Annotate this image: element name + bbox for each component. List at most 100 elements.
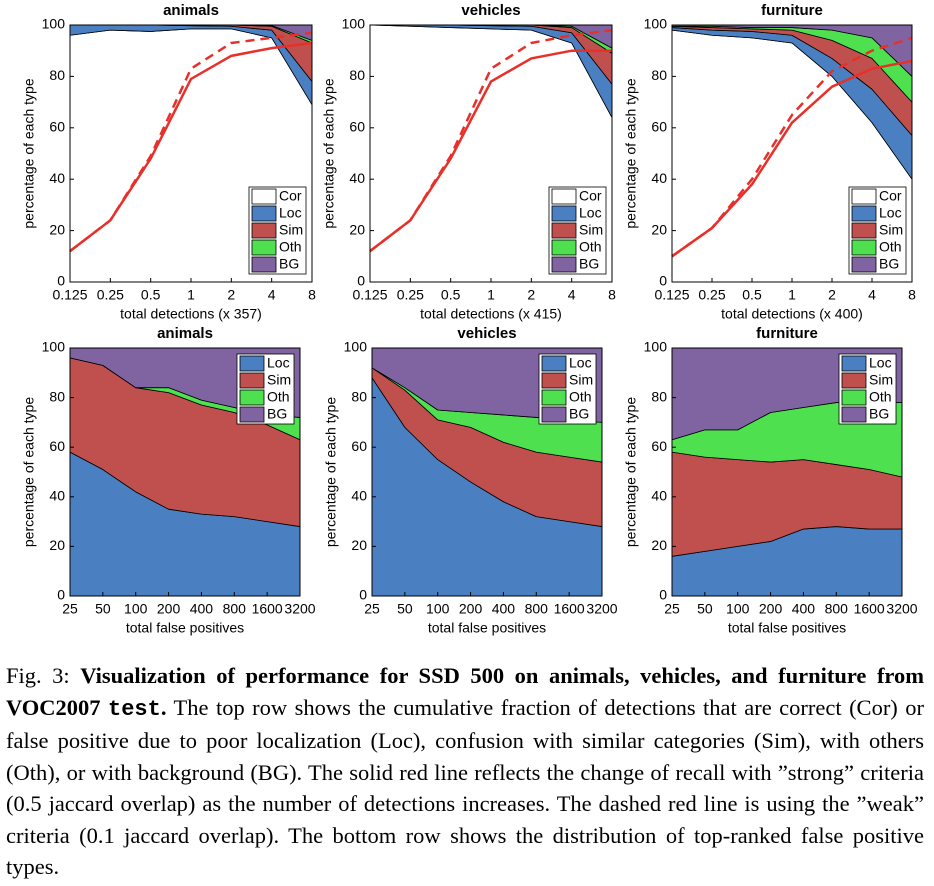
x-tick-label: 4 xyxy=(868,287,876,303)
x-tick-label: 2 xyxy=(828,287,836,303)
y-tick-label: 80 xyxy=(651,67,667,83)
x-tick-label: 400 xyxy=(792,601,816,617)
legend-label: Sim xyxy=(267,372,291,388)
y-axis-label: percentage of each type xyxy=(321,78,337,228)
legend-label: Oth xyxy=(579,239,602,255)
x-tick-label: 50 xyxy=(397,601,413,617)
x-tick-label: 0.25 xyxy=(397,287,424,303)
x-tick-label: 0.5 xyxy=(742,287,762,303)
legend-swatch xyxy=(851,188,877,205)
caption-bold-text: Visualization of performance for SSD 500… xyxy=(6,663,925,720)
chart-title: vehicles xyxy=(457,325,516,342)
x-axis-label: total false positives xyxy=(428,620,546,636)
legend-swatch xyxy=(541,389,567,406)
x-tick-label: 4 xyxy=(568,287,576,303)
y-axis-label: percentage of each type xyxy=(21,78,37,228)
x-tick-label: 1 xyxy=(788,287,796,303)
caption-text: The top row shows the cumulative fractio… xyxy=(6,694,925,880)
x-tick-label: 25 xyxy=(664,601,680,617)
y-axis-label: percentage of each type xyxy=(623,397,639,547)
y-tick-label: 0 xyxy=(359,587,367,603)
legend-label: Oth xyxy=(569,389,592,405)
legend-label: Oth xyxy=(267,389,290,405)
x-tick-label: 400 xyxy=(492,601,516,617)
y-tick-label: 100 xyxy=(644,16,668,32)
y-tick-label: 60 xyxy=(351,438,367,454)
y-tick-label: 100 xyxy=(42,16,66,32)
legend-swatch xyxy=(841,355,867,372)
legend-swatch xyxy=(851,222,877,239)
x-tick-label: 1600 xyxy=(854,601,885,617)
caption-code: test xyxy=(108,696,161,722)
x-tick-label: 0.125 xyxy=(52,287,87,303)
y-tick-label: 40 xyxy=(349,170,365,186)
y-tick-label: 100 xyxy=(344,339,368,355)
y-tick-label: 0 xyxy=(357,273,365,289)
y-tick-label: 20 xyxy=(49,221,65,237)
y-tick-label: 40 xyxy=(651,170,667,186)
x-tick-label: 50 xyxy=(697,601,713,617)
x-axis-label: total detections (x 415) xyxy=(420,306,562,322)
x-tick-label: 25 xyxy=(62,601,78,617)
legend-swatch xyxy=(851,239,877,256)
legend-label: BG xyxy=(879,256,899,272)
x-tick-label: 4 xyxy=(268,287,276,303)
caption-label: Fig. 3: xyxy=(6,663,70,688)
x-tick-label: 100 xyxy=(426,601,450,617)
legend-swatch xyxy=(541,406,567,423)
legend-swatch xyxy=(551,239,577,256)
legend-label: Sim xyxy=(569,372,593,388)
x-axis-label: total detections (x 400) xyxy=(721,306,863,322)
y-tick-label: 80 xyxy=(349,67,365,83)
legend-label: Sim xyxy=(279,222,303,238)
legend-label: Cor xyxy=(879,188,902,204)
legend-swatch xyxy=(541,355,567,372)
legend-label: Oth xyxy=(869,389,892,405)
legend-swatch xyxy=(239,372,265,389)
x-tick-label: 200 xyxy=(157,601,181,617)
legend-label: Sim xyxy=(579,222,603,238)
x-tick-label: 800 xyxy=(825,601,849,617)
x-tick-label: 800 xyxy=(525,601,549,617)
x-tick-label: 100 xyxy=(124,601,148,617)
legend-swatch xyxy=(841,372,867,389)
y-tick-label: 80 xyxy=(351,388,367,404)
x-tick-label: 8 xyxy=(908,287,916,303)
x-tick-label: 0.25 xyxy=(97,287,124,303)
legend-label: Sim xyxy=(869,372,893,388)
x-tick-label: 8 xyxy=(308,287,316,303)
axes-frame xyxy=(671,347,903,597)
legend-swatch xyxy=(551,188,577,205)
y-tick-label: 40 xyxy=(651,488,667,504)
y-tick-label: 100 xyxy=(342,16,366,32)
legend-swatch xyxy=(239,355,265,372)
legend-swatch xyxy=(551,256,577,273)
legend-swatch xyxy=(551,222,577,239)
axes-frame xyxy=(371,347,603,597)
x-axis-label: total false positives xyxy=(126,620,244,636)
y-tick-label: 80 xyxy=(651,388,667,404)
x-tick-label: 0.125 xyxy=(352,287,387,303)
x-tick-label: 100 xyxy=(726,601,750,617)
legend-label: Cor xyxy=(579,188,602,204)
x-tick-label: 1 xyxy=(487,287,495,303)
y-tick-label: 0 xyxy=(57,587,65,603)
chart-title: vehicles xyxy=(461,2,520,19)
x-tick-label: 3200 xyxy=(586,601,617,617)
x-tick-label: 200 xyxy=(459,601,483,617)
x-tick-label: 400 xyxy=(190,601,214,617)
legend-swatch xyxy=(251,205,277,222)
y-tick-label: 0 xyxy=(57,273,65,289)
y-tick-label: 40 xyxy=(49,488,65,504)
legend-swatch xyxy=(851,205,877,222)
x-tick-label: 0.125 xyxy=(654,287,689,303)
x-tick-label: 800 xyxy=(223,601,247,617)
x-axis-label: total detections (x 357) xyxy=(120,306,262,322)
recall-line xyxy=(369,28,613,253)
legend-swatch xyxy=(251,222,277,239)
legend-label: Loc xyxy=(869,355,892,371)
x-tick-label: 25 xyxy=(364,601,380,617)
legend-label: BG xyxy=(267,406,287,422)
caption-bold-end: . xyxy=(160,694,167,720)
